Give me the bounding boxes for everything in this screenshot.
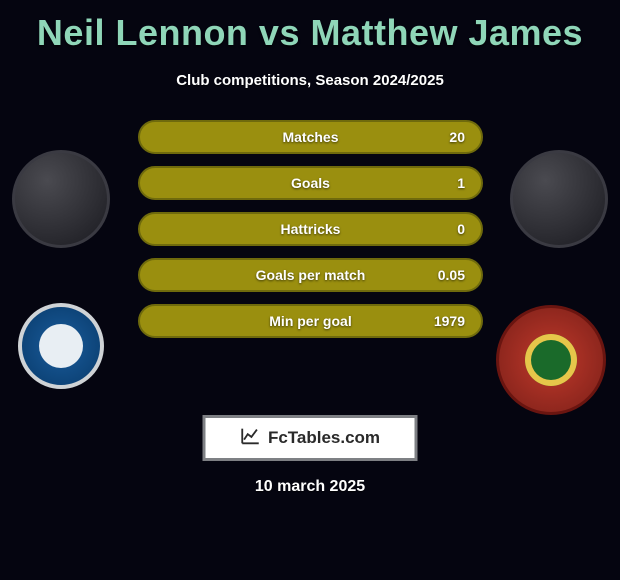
page-title: Neil Lennon vs Matthew James — [0, 0, 620, 54]
stat-row-goals: Goals 1 — [138, 166, 483, 200]
stat-row-goals-per-match: Goals per match 0.05 — [138, 258, 483, 292]
chart-icon — [240, 425, 262, 452]
stat-value-right: 1 — [457, 175, 465, 191]
club-left-inner — [39, 324, 83, 368]
stat-row-hattricks: Hattricks 0 — [138, 212, 483, 246]
stats-panel: Matches 20 Goals 1 Hattricks 0 Goals per… — [138, 120, 483, 350]
brand-text: FcTables.com — [268, 428, 380, 448]
club-right-badge — [496, 305, 606, 415]
stat-value-right: 0 — [457, 221, 465, 237]
club-right-inner — [525, 334, 577, 386]
stat-label: Hattricks — [140, 221, 481, 237]
stat-value-right: 0.05 — [438, 267, 465, 283]
brand-box[interactable]: FcTables.com — [203, 415, 418, 461]
stat-value-right: 20 — [449, 129, 465, 145]
stat-label: Goals — [140, 175, 481, 191]
stat-label: Matches — [140, 129, 481, 145]
stat-value-right: 1979 — [434, 313, 465, 329]
page-subtitle: Club competitions, Season 2024/2025 — [0, 72, 620, 89]
stat-label: Goals per match — [140, 267, 481, 283]
player-right-avatar — [510, 150, 608, 248]
stat-label: Min per goal — [140, 313, 481, 329]
stat-row-min-per-goal: Min per goal 1979 — [138, 304, 483, 338]
player-left-avatar — [12, 150, 110, 248]
club-left-badge — [18, 303, 104, 389]
date-text: 10 march 2025 — [0, 478, 620, 496]
stat-row-matches: Matches 20 — [138, 120, 483, 154]
